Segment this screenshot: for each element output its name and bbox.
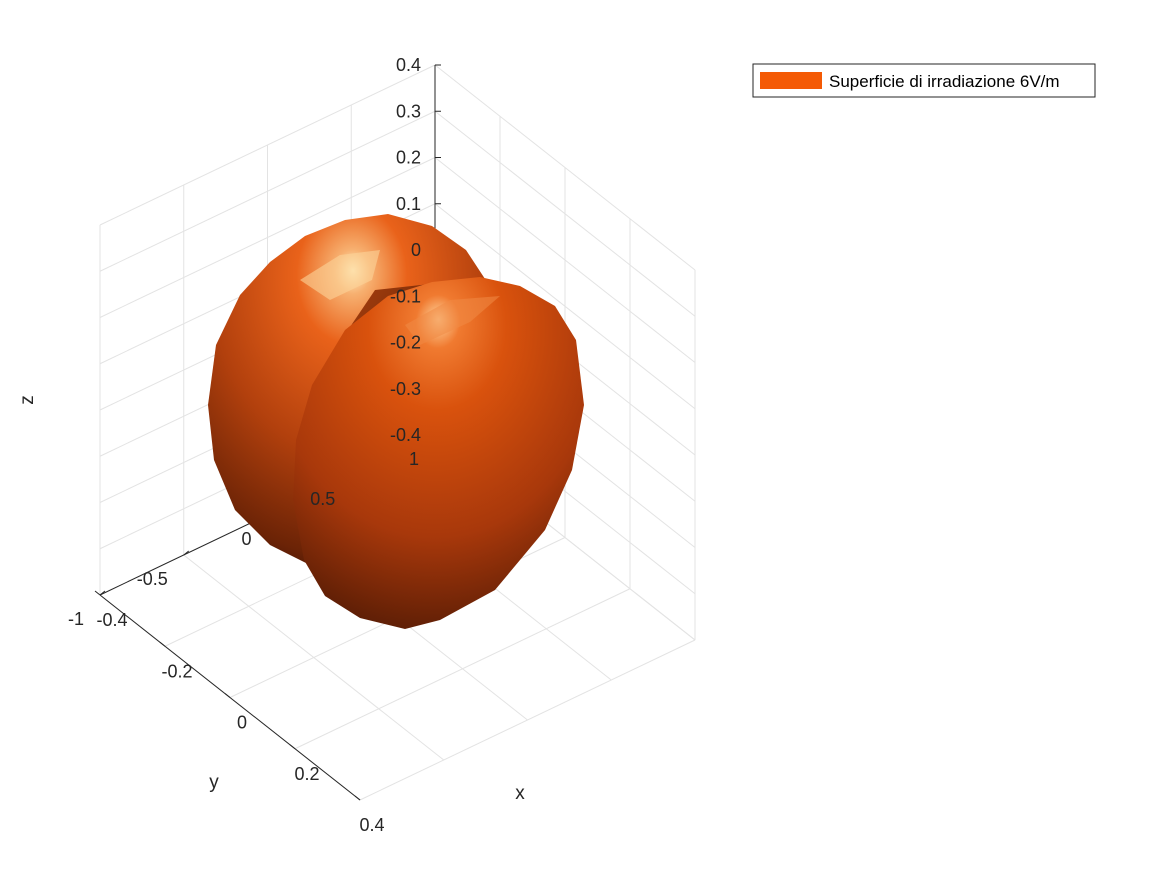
y-tick-label: 0 bbox=[241, 529, 251, 549]
x-tick bbox=[224, 693, 231, 698]
x-axis-label: x bbox=[515, 783, 525, 804]
x-tick bbox=[159, 641, 166, 647]
z-tick-label: 0.3 bbox=[396, 101, 421, 121]
z-tick-label: -0.1 bbox=[390, 286, 421, 306]
x-tick bbox=[354, 795, 361, 801]
z-tick-label: 0.2 bbox=[396, 148, 421, 168]
tick-labels: 0.4 0.3 0.2 0.1 0 -0.1 -0.2 -0.3 -0.4 -1 -0.5 0 0.5 1… bbox=[68, 55, 421, 835]
y-tick bbox=[99, 590, 106, 596]
z-tick-label: -0.4 bbox=[390, 425, 421, 445]
x-tick bbox=[94, 590, 101, 596]
z-tick-label: -0.2 bbox=[390, 333, 421, 353]
legend[interactable]: Superficie di irradiazione 6V/m bbox=[752, 63, 1096, 98]
x-tick bbox=[289, 744, 296, 750]
z-tick-label: -0.3 bbox=[390, 379, 421, 399]
z-tick-label: 0.4 bbox=[396, 55, 421, 75]
surface-front-lobe bbox=[293, 277, 584, 629]
grid-line-z-back-wall bbox=[434, 110, 696, 317]
y-tick-label: -1 bbox=[68, 609, 84, 629]
grid-line-z-back-wall bbox=[434, 203, 696, 410]
surface-back-facet bbox=[300, 250, 380, 300]
y-tick-label: 1 bbox=[409, 449, 419, 469]
x-tick-label: -0.4 bbox=[96, 610, 127, 630]
y-tick-label: -0.5 bbox=[137, 569, 168, 589]
y-tick-label: 0.5 bbox=[310, 489, 335, 509]
x-tick-label: 0.2 bbox=[294, 764, 319, 784]
grid-line-z-back-wall bbox=[434, 64, 696, 271]
grid-line-y-floor bbox=[183, 554, 445, 761]
y-tick bbox=[183, 550, 190, 556]
irradiation-surface bbox=[208, 214, 584, 629]
grid-line-z-back-wall bbox=[434, 157, 696, 363]
x-tick-label: 0.4 bbox=[359, 815, 384, 835]
x-tick-label: 0 bbox=[237, 713, 247, 733]
legend-swatch bbox=[760, 72, 822, 89]
z-axis-label: z bbox=[17, 395, 38, 405]
x-tick-label: -0.2 bbox=[161, 661, 192, 681]
legend-label: Superficie di irradiazione 6V/m bbox=[829, 72, 1060, 91]
grid-line-z-side-wall bbox=[99, 110, 436, 272]
y-axis-label: y bbox=[209, 772, 219, 793]
grid-line-z-side-wall bbox=[99, 157, 436, 318]
z-tick-label: 0.1 bbox=[396, 194, 421, 214]
z-tick-label: 0 bbox=[411, 240, 421, 260]
surface-front-facet bbox=[405, 296, 500, 345]
grid-line-z-side-wall bbox=[99, 64, 436, 226]
